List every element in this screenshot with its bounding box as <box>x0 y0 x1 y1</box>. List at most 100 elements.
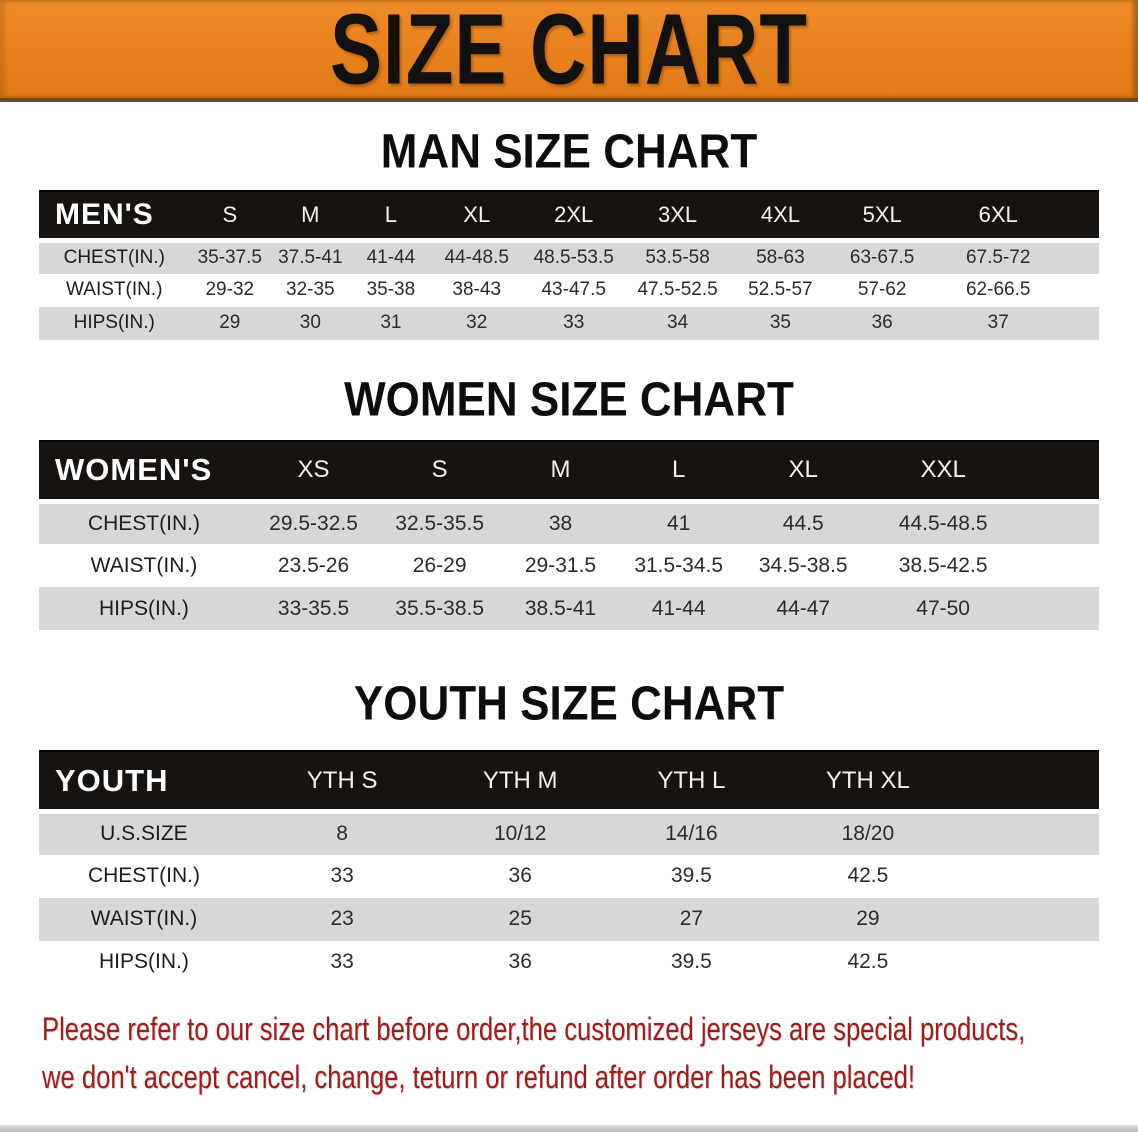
size-value: 29.5-32.5 <box>248 501 379 544</box>
table-row: HIPS(IN.) 33-35.5 35.5-38.5 38.5-41 41-44 44-… <box>39 587 1099 630</box>
size-table: MEN'S S M L XL 2XL 3XL 4XL 5XL 6XL CHEST(IN.) 35-3… <box>39 190 1099 340</box>
size-value: 38.5-42.5 <box>898 553 988 577</box>
spacer-cell <box>1062 306 1099 340</box>
page-title: SIZE CHART <box>330 0 808 105</box>
header-row: YOUTH YTH S YTH M YTH L YTH XL <box>39 750 1099 814</box>
size-value: 41 <box>619 501 738 544</box>
row-label: U.S.SIZE <box>39 811 249 855</box>
row-label: CHEST(IN.) <box>39 240 190 274</box>
section-heading: WOMEN SIZE CHART <box>344 372 794 426</box>
size-value: 38.5-41 <box>501 587 620 630</box>
size-value: 30 <box>270 306 351 340</box>
table-corner-label: WOMEN'S <box>39 439 249 504</box>
size-value: 58-63 <box>730 240 831 274</box>
size-value: 37 <box>933 306 1063 340</box>
bottom-edge-strip <box>0 1125 1138 1132</box>
size-value: 32-35 <box>286 279 335 300</box>
table-row: U.S.SIZE 8 10/12 14/16 18/20 <box>39 811 1099 855</box>
size-value: 48.5-53.5 <box>522 240 626 274</box>
size-column-header: L <box>350 190 432 243</box>
spacer-cell <box>958 941 1099 984</box>
size-value: 34.5-38.5 <box>758 553 848 577</box>
size-value: 36 <box>830 306 934 340</box>
size-value: 31 <box>350 306 432 340</box>
table-row: HIPS(IN.) 29 30 31 32 33 34 35 36 37 <box>39 306 1099 340</box>
spacer-cell <box>1062 190 1099 243</box>
size-column-header: YTH M <box>435 750 606 814</box>
size-value: 39.5 <box>670 950 712 973</box>
size-value: 35 <box>730 306 831 340</box>
size-table: WOMEN'S XS S M L XL XXL CHEST(IN.) 29.5-32.5 32.… <box>39 439 1099 630</box>
banner: SIZE CHART <box>0 0 1138 105</box>
row-label: HIPS(IN.) <box>39 306 190 340</box>
spacer-cell <box>1062 240 1099 274</box>
size-value: 67.5-72 <box>933 240 1063 274</box>
size-value: 36 <box>508 864 532 887</box>
size-column-header: 5XL <box>830 190 934 243</box>
section-heading: YOUTH SIZE CHART <box>353 676 785 731</box>
size-value: 23 <box>248 897 436 941</box>
size-value: 10/12 <box>435 811 606 855</box>
spacer-cell <box>957 811 1099 855</box>
size-value: 38 <box>501 501 620 544</box>
size-value: 32 <box>431 306 523 340</box>
size-column-header: YTH XL <box>777 750 958 814</box>
table-row: WAIST(IN.) 23.5-26 26-29 29-31.5 31.5-34.5 34… <box>39 544 1099 587</box>
disclaimer: Please refer to our size chart before or… <box>42 1011 1138 1096</box>
size-value: 35.5-38.5 <box>378 587 502 630</box>
size-value: 27 <box>605 897 778 941</box>
size-value: 43-47.5 <box>541 279 606 300</box>
size-table-header: WOMEN'S XS S M L XL XXL <box>39 439 1099 504</box>
size-value: 31.5-34.5 <box>634 553 724 577</box>
size-value: 57-62 <box>857 279 907 300</box>
size-value: 63-67.5 <box>830 240 934 274</box>
size-value: 42.5 <box>847 950 889 973</box>
size-section: YOUTH SIZE CHART YOUTH YTH S YTH M YTH L YTH… <box>0 676 1138 984</box>
size-value: 38-43 <box>452 279 502 300</box>
size-value: 35-38 <box>366 279 416 300</box>
spacer-cell <box>1063 274 1099 307</box>
size-value: 36 <box>508 950 532 973</box>
spacer-cell <box>957 750 1099 814</box>
spacer-cell <box>1017 501 1099 544</box>
header-row: MEN'S S M L XL 2XL 3XL 4XL 5XL 6XL <box>39 190 1099 243</box>
size-table-body: U.S.SIZE 8 10/12 14/16 18/20 CHEST(IN.) 33 36 39… <box>39 811 1099 984</box>
size-value: 44-48.5 <box>431 240 523 274</box>
size-section: WOMEN SIZE CHART WOMEN'S XS S M L XL XXL CHEST… <box>0 372 1138 630</box>
size-column-header: M <box>270 190 351 243</box>
size-column-header: 2XL <box>522 190 626 243</box>
spacer-cell <box>958 855 1099 898</box>
size-value: 41-44 <box>619 587 738 630</box>
size-value: 37.5-41 <box>270 240 351 274</box>
size-value: 39.5 <box>670 864 712 887</box>
size-value: 47.5-52.5 <box>637 279 718 300</box>
size-column-header: S <box>189 190 271 243</box>
size-value: 14/16 <box>605 811 778 855</box>
row-label: CHEST(IN.) <box>87 864 200 887</box>
row-label: HIPS(IN.) <box>39 587 249 630</box>
row-label: WAIST(IN.) <box>66 279 163 300</box>
size-value: 44.5-48.5 <box>868 501 1018 544</box>
size-value: 44-47 <box>737 587 869 630</box>
size-column-header: YTH L <box>605 750 778 814</box>
size-table-header: YOUTH YTH S YTH M YTH L YTH XL <box>39 750 1099 814</box>
size-table-body: CHEST(IN.) 35-37.5 37.5-41 41-44 44-48.5 48.5… <box>39 240 1099 340</box>
spacer-cell <box>957 897 1099 941</box>
section-heading: MAN SIZE CHART <box>380 124 758 179</box>
spacer-cell <box>1017 439 1099 504</box>
size-value: 33 <box>522 306 626 340</box>
row-label: HIPS(IN.) <box>99 950 189 973</box>
size-value: 47-50 <box>868 587 1018 630</box>
table-row: HIPS(IN.) 33 36 39.5 42.5 <box>39 941 1099 984</box>
size-column-header: YTH S <box>248 750 436 814</box>
size-column-header: XL <box>431 190 523 243</box>
size-value: 62-66.5 <box>965 279 1031 300</box>
size-value: 29-32 <box>205 279 255 300</box>
size-column-header: XL <box>737 439 869 504</box>
size-value: 29 <box>189 306 271 340</box>
spacer-cell <box>1017 587 1099 630</box>
size-value: 44.5 <box>737 501 869 544</box>
table-row: CHEST(IN.) 29.5-32.5 32.5-35.5 38 41 44.5 44.5… <box>39 501 1099 544</box>
table-corner-label: MEN'S <box>39 190 190 243</box>
